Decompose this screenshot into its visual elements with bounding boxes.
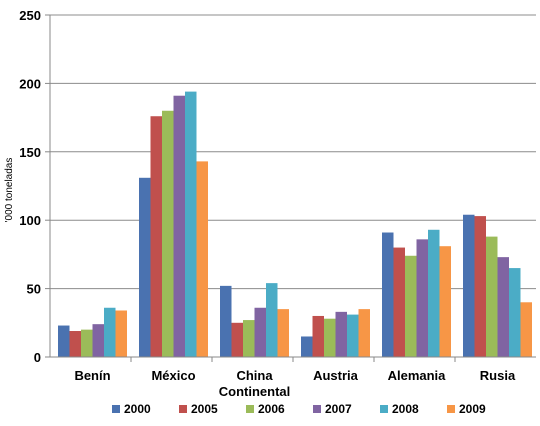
- legend-label: 2007: [325, 402, 352, 416]
- bar-2006: [486, 236, 498, 357]
- x-tick-label: Benín: [74, 368, 110, 383]
- bar-2000: [301, 336, 313, 357]
- bar-2005: [150, 116, 162, 358]
- bar-2000: [220, 285, 232, 357]
- bar-2008: [509, 268, 521, 357]
- bar-2007: [416, 239, 428, 357]
- x-tick-label: Rusia: [480, 368, 516, 383]
- x-tick-label: Austria: [313, 368, 359, 383]
- gridlines: [50, 14, 536, 290]
- legend-swatch: [246, 405, 254, 413]
- y-tick-label: 150: [19, 145, 41, 160]
- legend-swatch: [179, 405, 187, 413]
- legend-label: 2008: [392, 402, 419, 416]
- bar-2006: [405, 255, 417, 357]
- bars: [58, 91, 532, 358]
- bar-2006: [81, 329, 93, 357]
- x-tick-label: China: [236, 368, 273, 383]
- bar-2007: [335, 311, 347, 357]
- legend-swatch: [313, 405, 321, 413]
- bar-2007: [173, 95, 185, 357]
- bar-2005: [231, 322, 243, 357]
- legend-label: 2006: [258, 402, 285, 416]
- bar-2009: [439, 246, 451, 357]
- bar-2000: [139, 177, 151, 357]
- y-tick-label: 200: [19, 76, 41, 91]
- bar-2000: [382, 232, 394, 357]
- bar-2009: [196, 161, 208, 357]
- bar-2008: [428, 229, 440, 357]
- y-tick-label: 0: [34, 350, 41, 365]
- bar-2008: [185, 91, 197, 357]
- legend-swatch: [112, 405, 120, 413]
- legend: 2000 2005 2006 2007 2008 2009: [112, 402, 486, 416]
- legend-swatch: [380, 405, 388, 413]
- bar-2009: [520, 302, 532, 357]
- x-tick-label: México: [151, 368, 195, 383]
- bar-2005: [312, 315, 324, 357]
- bar-2009: [277, 309, 289, 357]
- bar-2009: [358, 309, 370, 357]
- bar-2007: [254, 307, 266, 357]
- bar-2008: [104, 307, 116, 357]
- bar-2000: [463, 214, 475, 357]
- bar-2006: [243, 320, 255, 357]
- x-tick-label: Continental: [219, 384, 291, 399]
- legend-label: 2009: [459, 402, 486, 416]
- bar-2008: [347, 314, 359, 357]
- bar-2005: [393, 247, 405, 357]
- legend-label: 2000: [124, 402, 151, 416]
- bar-2000: [58, 325, 70, 357]
- bar-2008: [266, 283, 278, 357]
- y-tick-label: 50: [27, 282, 41, 297]
- bar-2006: [324, 318, 336, 357]
- y-tick-label: 250: [19, 8, 41, 23]
- y-axis-ticks: 0 50 100 150 200 250: [19, 8, 50, 365]
- legend-swatch: [447, 405, 455, 413]
- bar-2007: [92, 324, 104, 357]
- y-tick-label: 100: [19, 213, 41, 228]
- bar-2006: [162, 110, 174, 357]
- x-tick-label: Alemania: [388, 368, 447, 383]
- bar-2005: [69, 331, 81, 357]
- bar-2009: [115, 310, 127, 357]
- bar-2005: [474, 216, 486, 357]
- y-axis-label: '000 toneladas: [4, 158, 15, 223]
- legend-label: 2005: [191, 402, 218, 416]
- bar-2007: [497, 257, 509, 357]
